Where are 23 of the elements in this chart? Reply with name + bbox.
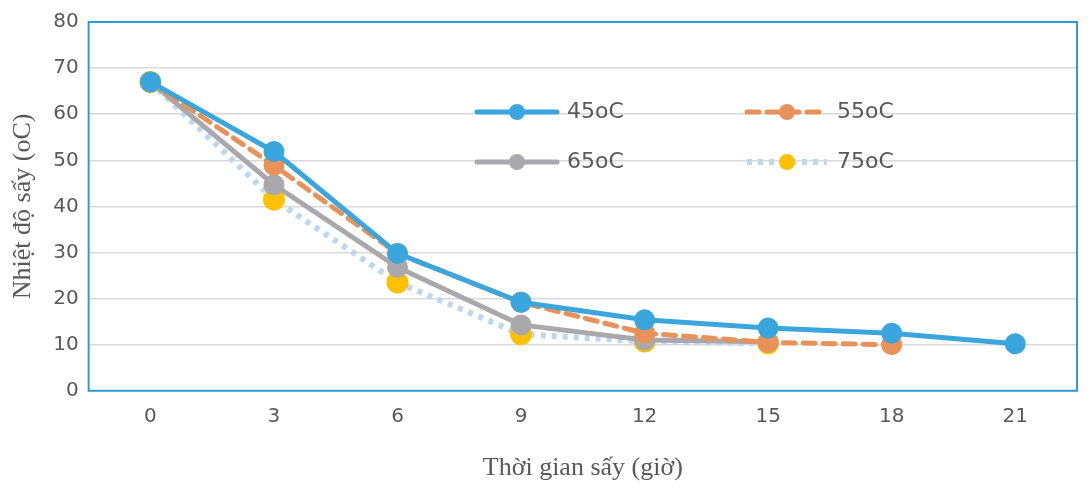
x-tick-label: 21 bbox=[1002, 403, 1028, 427]
y-tick-label: 50 bbox=[53, 146, 79, 171]
x-tick-label: 15 bbox=[755, 403, 781, 427]
y-tick-label: 80 bbox=[53, 8, 79, 33]
x-tick-label: 12 bbox=[631, 403, 658, 427]
y-tick-label: 0 bbox=[65, 377, 79, 401]
legend-label: 45oC bbox=[567, 97, 624, 123]
legend-label: 65oC bbox=[567, 147, 624, 173]
y-tick-label: 30 bbox=[53, 238, 79, 263]
x-tick-label: 9 bbox=[514, 403, 528, 427]
y-tick-label: 40 bbox=[53, 192, 79, 217]
x-tick-label: 6 bbox=[391, 403, 404, 427]
y-axis-title: Nhiệt độ sấy (oC) bbox=[7, 113, 37, 300]
x-tick-label: 3 bbox=[267, 403, 281, 427]
y-tick-label: 60 bbox=[53, 100, 79, 125]
legend-label: 55oC bbox=[837, 97, 894, 123]
x-axis-title: Thời gian sấy (giờ) bbox=[482, 452, 683, 482]
y-tick-label: 20 bbox=[53, 284, 79, 309]
x-tick-label: 18 bbox=[878, 403, 905, 427]
y-tick-label: 70 bbox=[53, 54, 79, 79]
x-tick-label: 0 bbox=[144, 403, 157, 427]
y-tick-label: 10 bbox=[53, 330, 79, 355]
legend-label: 75oC bbox=[837, 147, 894, 173]
